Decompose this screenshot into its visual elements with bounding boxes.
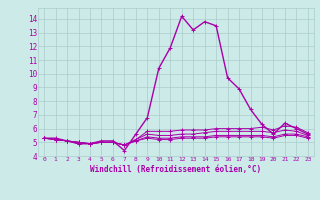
X-axis label: Windchill (Refroidissement éolien,°C): Windchill (Refroidissement éolien,°C) xyxy=(91,165,261,174)
